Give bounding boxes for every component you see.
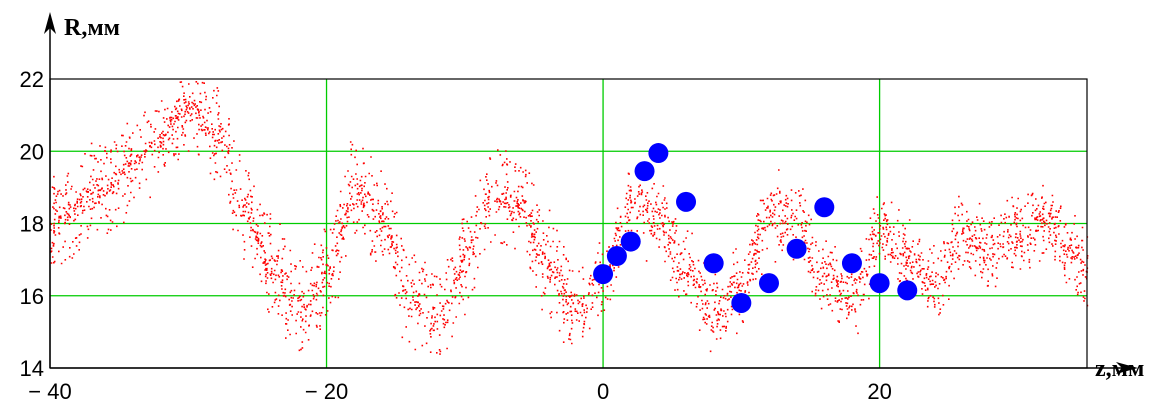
x-axis-label: z,мм [1095, 356, 1144, 382]
marker-point-9 [786, 238, 807, 259]
red-point-cloud [50, 81, 1089, 355]
y-tick-label-2: 18 [20, 212, 44, 237]
marker-point-4 [648, 143, 669, 164]
marker-point-6 [703, 253, 724, 274]
x-axis-arrow [1116, 362, 1138, 374]
marker-point-3 [634, 161, 655, 182]
grid-lines [50, 79, 1087, 368]
y-axis-label: R,мм [64, 15, 120, 41]
y-tick-label-3: 20 [20, 139, 44, 164]
marker-point-13 [897, 280, 918, 301]
blue-marker-series [593, 143, 918, 313]
x-tick-label-2: 0 [597, 379, 609, 404]
axes [44, 12, 1138, 374]
y-tick-label-4: 22 [20, 67, 44, 92]
x-tick-label-0: − 40 [28, 379, 71, 404]
marker-point-12 [869, 273, 890, 294]
marker-point-1 [606, 246, 627, 267]
y-tick-label-0: 14 [20, 356, 44, 381]
red-cloud-points [50, 81, 1089, 355]
marker-point-2 [620, 231, 641, 252]
marker-point-7 [731, 292, 752, 313]
marker-point-0 [593, 264, 614, 285]
marker-point-5 [676, 191, 697, 212]
tick-labels: − 40 − 20 0 20 14 16 18 20 22 [20, 67, 892, 404]
marker-point-10 [814, 197, 835, 218]
y-tick-label-1: 16 [20, 284, 44, 309]
marker-point-8 [758, 273, 779, 294]
marker-point-11 [841, 253, 862, 274]
y-axis-arrow [44, 12, 56, 34]
x-tick-label-1: − 20 [305, 379, 348, 404]
x-tick-label-3: 20 [867, 379, 891, 404]
